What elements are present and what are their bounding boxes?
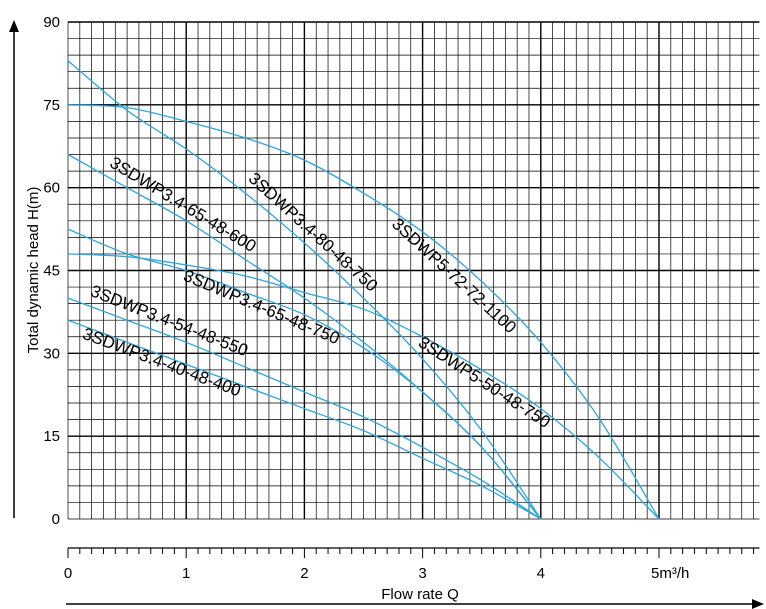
y-axis-arrowhead — [9, 20, 19, 32]
y-tick-label: 90 — [43, 14, 60, 31]
x-axis-title: Flow rate Q — [381, 586, 459, 603]
y-tick-label: 60 — [43, 180, 60, 197]
y-tick-label: 30 — [43, 345, 60, 362]
y-axis-title: Total dynamic head H(m) — [25, 187, 42, 354]
curve-3SDWP3.4-80-48-750 — [67, 60, 542, 520]
x-tick-label: 5m³/h — [651, 565, 689, 582]
y-tick-label: 45 — [43, 263, 60, 280]
x-tick-label: 2 — [300, 565, 308, 582]
x-tick-label: 0 — [64, 565, 72, 582]
x-axis-arrowhead — [752, 599, 764, 609]
curve-3SDWP3.4-40-48-400 — [67, 319, 542, 520]
x-tick-label: 3 — [418, 565, 426, 582]
curve-3SDWP5-72-72-1100 — [67, 104, 660, 520]
grid — [67, 21, 760, 520]
curve-label-3SDWP5-72-72-1100: 3SDWP5-72-72-1100 — [388, 214, 520, 337]
axes: 0 15 30 45 60 75 90 0 1 2 3 4 5m³/h — [9, 14, 764, 609]
performance-curves — [67, 60, 660, 520]
curve-3SDWP5-50-48-750 — [67, 253, 660, 520]
x-tick-label: 4 — [537, 565, 545, 582]
curve-label-3SDWP5-50-48-750: 3SDWP5-50-48-750 — [415, 333, 554, 432]
y-tick-label: 15 — [43, 428, 60, 445]
x-tick-label: 1 — [182, 565, 190, 582]
y-tick-label: 75 — [43, 97, 60, 114]
y-tick-label: 0 — [52, 511, 60, 528]
curve-3SDWP3.4-54-48-550 — [67, 297, 542, 520]
